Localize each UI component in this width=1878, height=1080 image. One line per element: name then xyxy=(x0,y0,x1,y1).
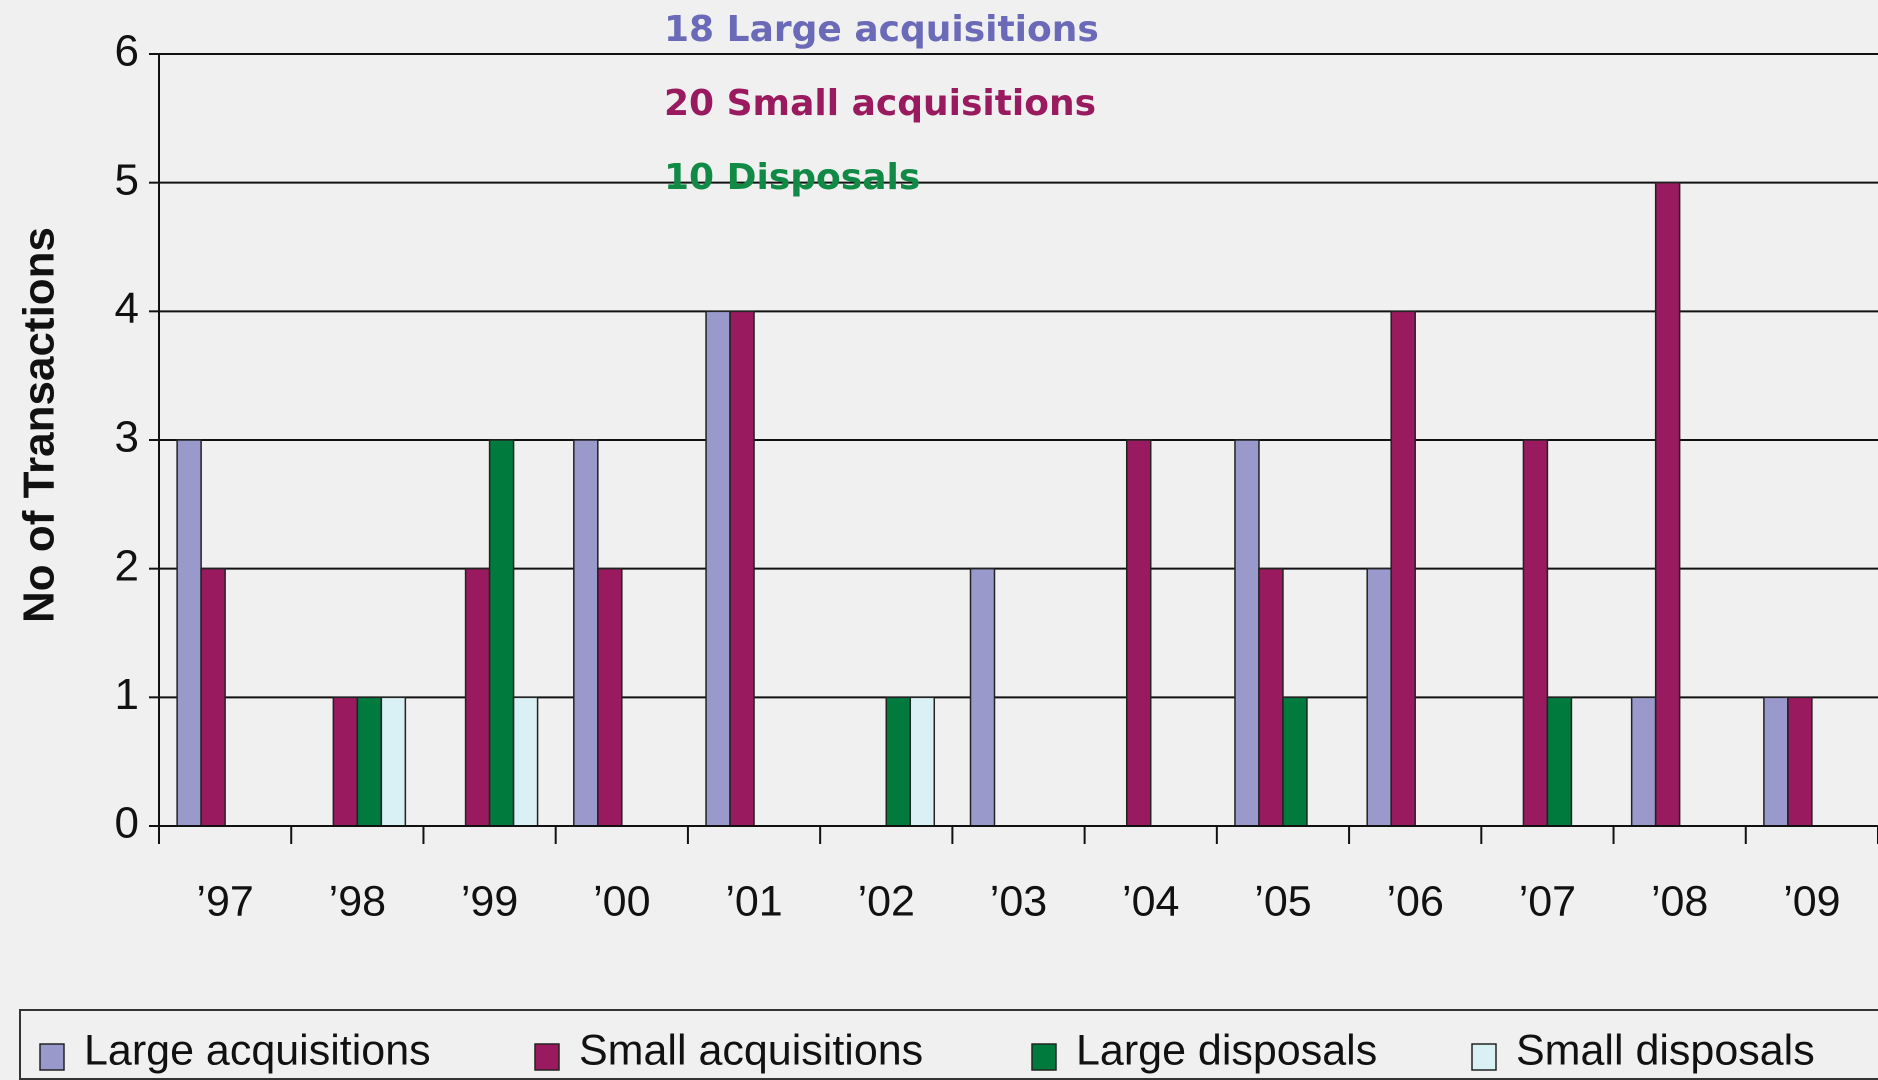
bar xyxy=(380,696,407,827)
bar xyxy=(488,439,515,827)
x-tick-label: ’04 xyxy=(1122,877,1179,925)
bar xyxy=(573,439,599,827)
bar xyxy=(1234,439,1260,827)
bar xyxy=(705,310,731,827)
legend-label: Large acquisitions xyxy=(84,1026,431,1074)
legend-label: Large disposals xyxy=(1076,1026,1377,1074)
legend-label: Small disposals xyxy=(1516,1026,1815,1074)
y-tick-label: 5 xyxy=(115,155,139,204)
bar xyxy=(1763,696,1789,827)
y-tick-label: 0 xyxy=(115,799,139,848)
x-tick-label: ’99 xyxy=(461,877,518,925)
legend-box xyxy=(19,1009,1878,1080)
bar xyxy=(1654,181,1681,827)
x-tick-label: ’00 xyxy=(593,877,650,925)
bar xyxy=(969,567,996,827)
bar xyxy=(1125,439,1152,827)
x-tick-label: ’05 xyxy=(1254,877,1311,925)
legend-swatch xyxy=(1031,1043,1057,1071)
y-tick-label: 1 xyxy=(115,670,139,719)
bar xyxy=(1787,696,1813,827)
annotation: 10 Disposals xyxy=(664,157,920,198)
y-tick-label: 6 xyxy=(115,27,139,76)
x-tick-label: ’97 xyxy=(196,877,253,925)
bar xyxy=(200,567,226,827)
x-tick-label: ’06 xyxy=(1386,877,1443,925)
bar xyxy=(1522,439,1549,827)
bar xyxy=(1258,567,1284,827)
bar xyxy=(464,567,491,827)
legend-swatch xyxy=(1471,1043,1497,1071)
bar xyxy=(1546,696,1573,827)
annotation: 18 Large acquisitions xyxy=(664,9,1099,50)
bar xyxy=(909,696,936,827)
x-tick-label: ’01 xyxy=(725,877,782,925)
bar xyxy=(885,696,912,827)
bar xyxy=(512,696,539,827)
x-tick-label: ’03 xyxy=(990,877,1047,925)
x-tick-label: ’98 xyxy=(329,877,386,925)
y-tick-label: 4 xyxy=(115,284,139,333)
annotation: 20 Small acquisitions xyxy=(664,83,1096,124)
bar xyxy=(1282,696,1308,827)
bar xyxy=(1366,567,1392,827)
bar xyxy=(729,310,755,827)
y-tick-label: 3 xyxy=(115,413,139,462)
y-axis-label: No of Transactions xyxy=(15,227,64,623)
bar xyxy=(1630,696,1657,827)
y-tick-label: 2 xyxy=(115,541,139,590)
legend-swatch xyxy=(39,1043,65,1071)
x-tick-label: ’02 xyxy=(858,877,915,925)
x-tick-label: ’07 xyxy=(1519,877,1576,925)
bar xyxy=(332,696,359,827)
bar xyxy=(356,696,383,827)
bar xyxy=(597,567,623,827)
legend-label: Small acquisitions xyxy=(579,1026,923,1074)
bar xyxy=(176,439,202,827)
legend-swatch xyxy=(534,1043,560,1071)
x-tick-label: ’09 xyxy=(1783,877,1840,925)
bar xyxy=(1390,310,1416,827)
x-tick-label: ’08 xyxy=(1651,877,1708,925)
